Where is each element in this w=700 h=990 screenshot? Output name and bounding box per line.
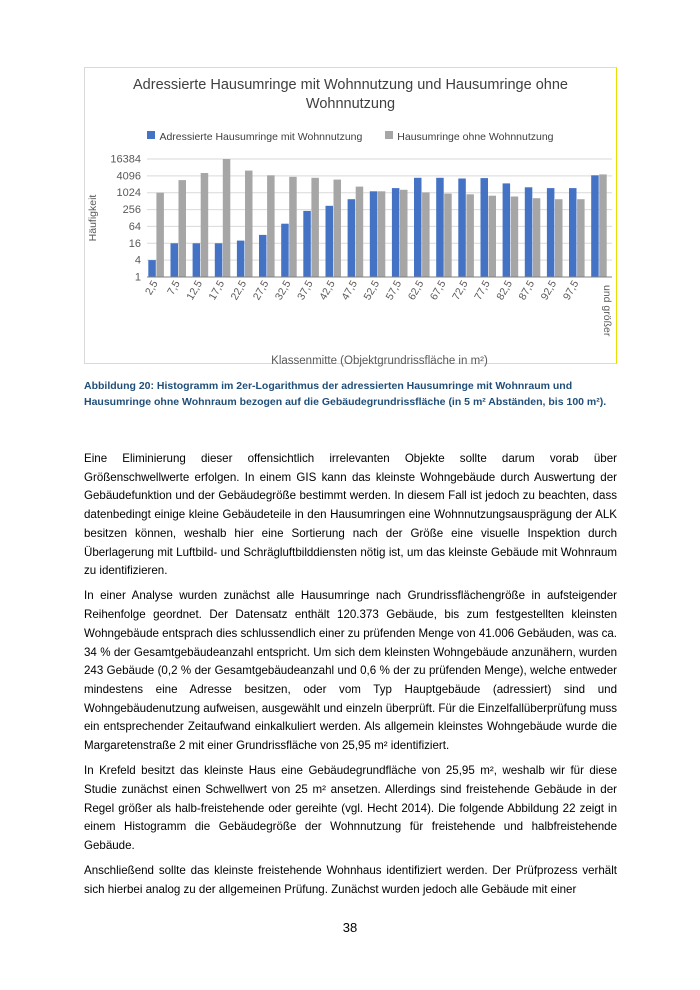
svg-text:12,5: 12,5 [184,278,205,302]
svg-text:27,5: 27,5 [251,278,272,302]
svg-text:1024: 1024 [117,187,141,199]
svg-text:67,5: 67,5 [428,278,449,302]
svg-text:1: 1 [135,272,141,284]
svg-text:92,5: 92,5 [539,278,560,302]
svg-text:und größer: und größer [601,285,613,337]
svg-text:256: 256 [123,204,141,216]
svg-text:97,5: 97,5 [561,278,582,302]
svg-text:77,5: 77,5 [472,278,493,302]
svg-text:82,5: 82,5 [494,278,515,302]
svg-text:16384: 16384 [110,154,141,166]
svg-text:2,5: 2,5 [143,278,161,297]
svg-text:72,5: 72,5 [450,278,471,302]
svg-text:62,5: 62,5 [406,278,427,302]
svg-text:57,5: 57,5 [384,278,405,302]
svg-text:22,5: 22,5 [229,278,250,302]
svg-text:52,5: 52,5 [361,278,382,302]
svg-text:Klassenmitte (Objektgrundrissf: Klassenmitte (Objektgrundrissfläche in m… [271,355,488,367]
svg-text:Häufigkeit: Häufigkeit [87,195,99,242]
svg-text:7,5: 7,5 [165,278,183,297]
svg-text:17,5: 17,5 [206,278,227,302]
svg-text:47,5: 47,5 [339,278,360,302]
svg-text:4: 4 [135,255,141,267]
svg-text:4096: 4096 [117,170,141,182]
svg-text:87,5: 87,5 [516,278,537,302]
svg-text:37,5: 37,5 [295,278,316,302]
svg-text:64: 64 [129,221,141,233]
svg-text:16: 16 [129,238,141,250]
svg-text:32,5: 32,5 [273,278,294,302]
svg-text:42,5: 42,5 [317,278,338,302]
